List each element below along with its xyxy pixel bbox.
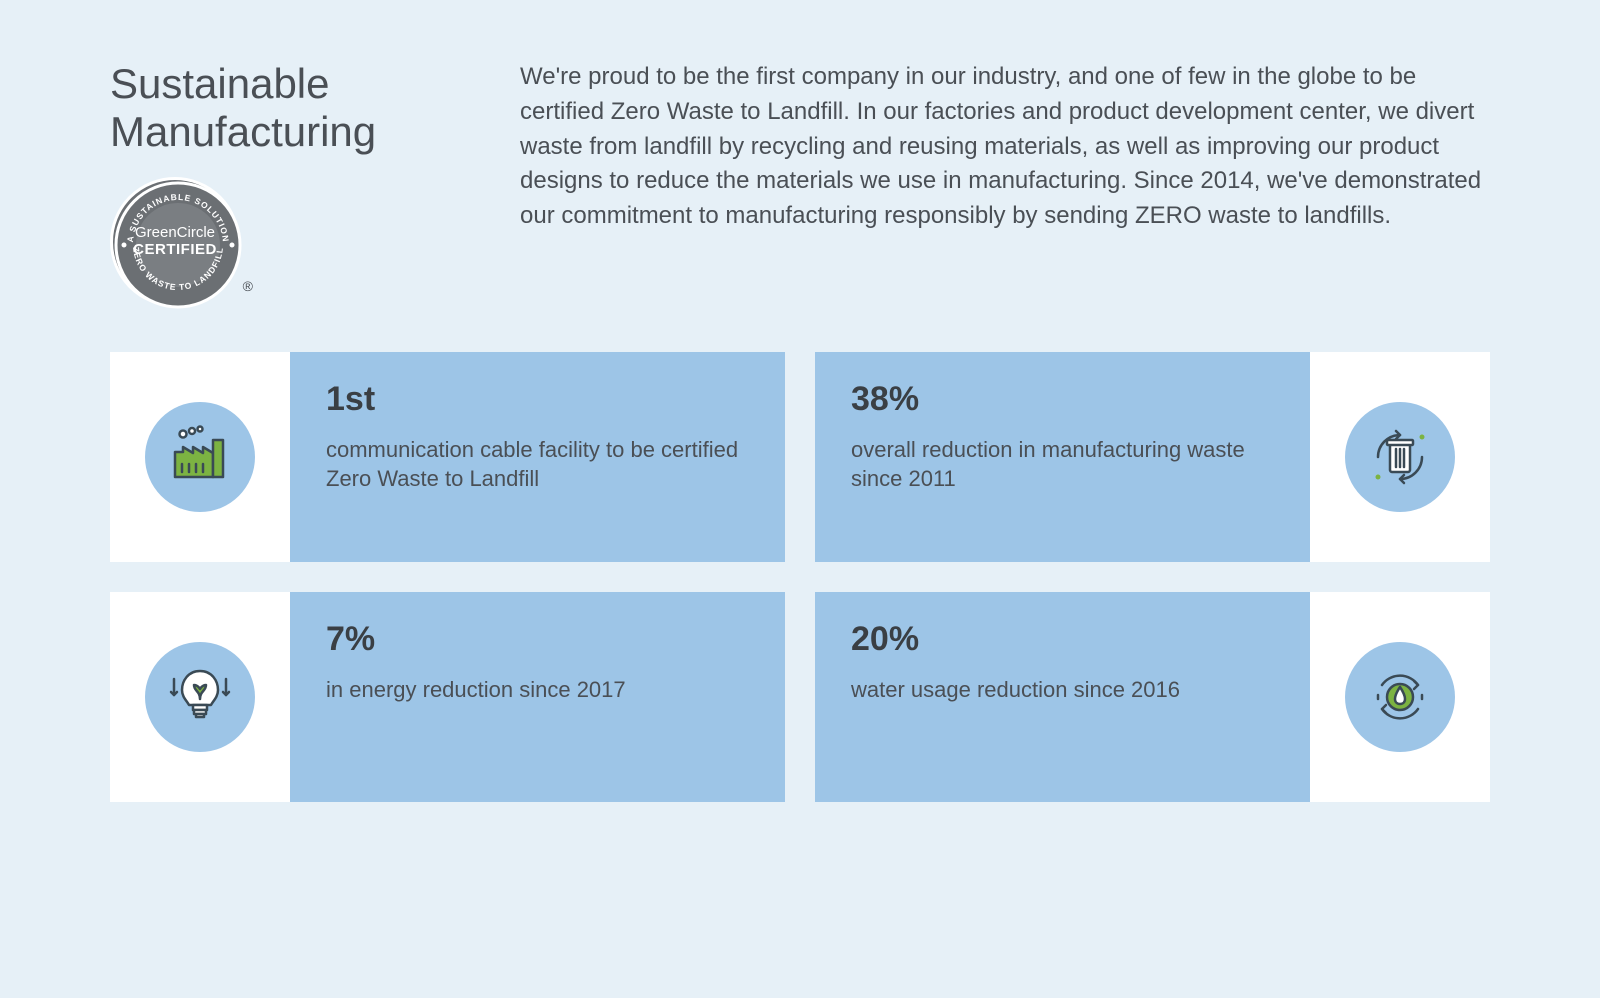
cards-grid: 1st communication cable facility to be c… bbox=[110, 352, 1490, 802]
card-icon-section bbox=[110, 592, 290, 802]
badge-line2: CERTIFIED bbox=[133, 242, 217, 259]
card-icon-section bbox=[1310, 352, 1490, 562]
bulb-leaf-icon bbox=[145, 642, 255, 752]
card-stat: 1st bbox=[326, 380, 749, 419]
stat-card-water: 20% water usage reduction since 2016 bbox=[815, 592, 1490, 802]
card-stat: 20% bbox=[851, 620, 1274, 659]
card-text-section: 1st communication cable facility to be c… bbox=[290, 352, 785, 562]
card-text-section: 7% in energy reduction since 2017 bbox=[290, 592, 785, 802]
card-text-section: 20% water usage reduction since 2016 bbox=[815, 592, 1310, 802]
card-desc: in energy reduction since 2017 bbox=[326, 675, 749, 705]
trash-cycle-icon bbox=[1345, 402, 1455, 512]
factory-icon bbox=[145, 402, 255, 512]
header: Sustainable Manufacturing A SUSTAINABLE … bbox=[110, 60, 1490, 312]
page-title: Sustainable Manufacturing bbox=[110, 60, 450, 157]
water-cycle-icon bbox=[1345, 642, 1455, 752]
card-text-section: 38% overall reduction in manufacturing w… bbox=[815, 352, 1310, 562]
card-desc: overall reduction in manufacturing waste… bbox=[851, 435, 1274, 494]
card-icon-section bbox=[110, 352, 290, 562]
card-desc: communication cable facility to be certi… bbox=[326, 435, 749, 494]
card-desc: water usage reduction since 2016 bbox=[851, 675, 1274, 705]
certification-badge: A SUSTAINABLE SOLUTION ZERO WASTE TO LAN… bbox=[110, 177, 245, 312]
stat-card-first: 1st communication cable facility to be c… bbox=[110, 352, 785, 562]
header-description: We're proud to be the first company in o… bbox=[520, 60, 1490, 312]
stat-card-waste: 38% overall reduction in manufacturing w… bbox=[815, 352, 1490, 562]
card-stat: 38% bbox=[851, 380, 1274, 419]
registered-mark: ® bbox=[243, 278, 253, 294]
card-stat: 7% bbox=[326, 620, 749, 659]
card-icon-section bbox=[1310, 592, 1490, 802]
badge-line1: GreenCircle bbox=[133, 225, 217, 242]
stat-card-energy: 7% in energy reduction since 2017 bbox=[110, 592, 785, 802]
title-block: Sustainable Manufacturing A SUSTAINABLE … bbox=[110, 60, 450, 312]
